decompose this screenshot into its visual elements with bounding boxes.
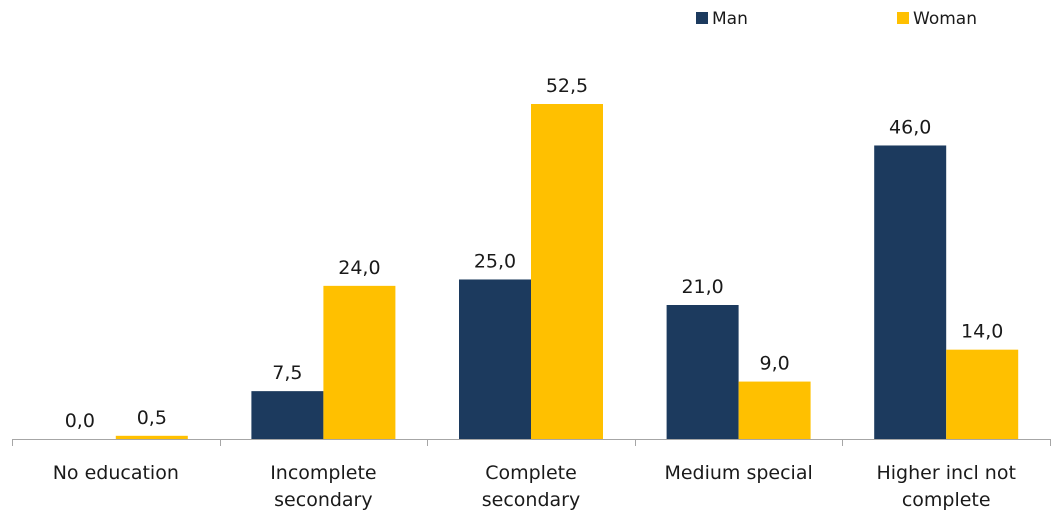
- bar-woman-1: [115, 435, 188, 439]
- data-label-man-5: 46,0: [889, 116, 931, 138]
- legend: Man Woman: [696, 9, 977, 29]
- data-label-woman-5: 14,0: [961, 321, 1003, 343]
- x-tick-label: secondary: [482, 489, 580, 511]
- bar-man-2: [251, 391, 324, 439]
- data-label-woman-1: 0,5: [137, 407, 167, 429]
- legend-swatch-woman: [897, 12, 909, 24]
- bar-man-5: [874, 145, 947, 439]
- data-label-man-4: 21,0: [681, 276, 723, 298]
- legend-swatch-man: [696, 12, 708, 24]
- bars-group: [115, 104, 1019, 439]
- x-tick-label: No education: [53, 462, 179, 484]
- legend-label-woman: Woman: [913, 9, 977, 29]
- bar-woman-4: [738, 381, 811, 439]
- data-label-man-1: 0,0: [65, 410, 95, 432]
- x-axis-labels: No education Incomplete secondary Complete s…: [53, 462, 1016, 511]
- data-label-woman-3: 52,5: [546, 75, 588, 97]
- legend-label-man: Man: [712, 9, 748, 29]
- x-tick-label: Medium special: [664, 462, 812, 484]
- bar-man-4: [666, 305, 739, 439]
- bar-woman-3: [531, 104, 603, 439]
- data-label-woman-2: 24,0: [338, 257, 380, 279]
- x-axis-ticks: [12, 439, 1051, 446]
- x-tick-label: Incomplete: [270, 462, 376, 484]
- value-labels-group: 0,0 7,5 25,0 21,0 46,0 0,5 24,0 52,5 9,0 14,0: [65, 75, 1004, 432]
- bar-woman-2: [323, 285, 396, 439]
- x-tick-label: complete: [902, 489, 991, 511]
- x-tick-label: Higher incl not: [876, 462, 1015, 484]
- bar-man-3: [459, 279, 531, 439]
- x-tick-label: secondary: [274, 489, 372, 511]
- data-label-man-2: 7,5: [272, 362, 302, 384]
- data-label-man-3: 25,0: [474, 250, 516, 272]
- bar-woman-5: [946, 349, 1019, 439]
- data-label-woman-4: 9,0: [759, 353, 789, 375]
- x-tick-label: Complete: [485, 462, 577, 484]
